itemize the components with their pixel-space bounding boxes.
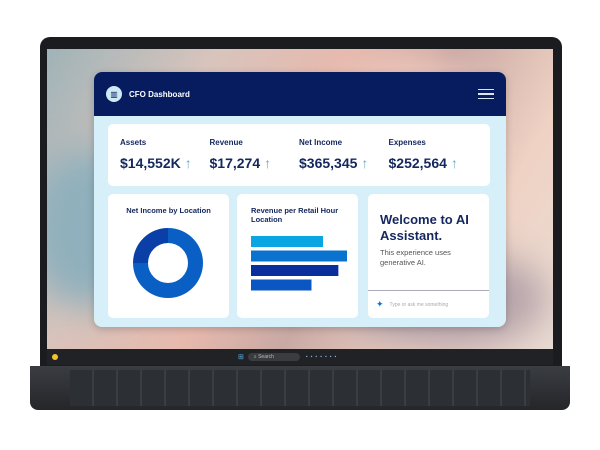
ai-subtitle: This experience uses generative AI. — [380, 248, 451, 267]
taskbar-search[interactable]: ⌕ Search — [247, 353, 300, 361]
ai-placeholder: Type or ask me something — [389, 301, 449, 308]
bar — [251, 279, 312, 291]
dashboard-title: CFO Dashboard — [129, 89, 190, 99]
start-icon[interactable]: ⊞ — [238, 354, 244, 361]
arrow-up-icon: ↑ — [361, 155, 369, 171]
chart-icon: ▥ — [106, 86, 122, 102]
arrow-up-icon: ↑ — [184, 155, 192, 171]
arrow-up-icon: ↑ — [450, 155, 458, 171]
arrow-up-icon: ↑ — [264, 155, 272, 171]
kpi-card: Assets $14,552K ↑ Revenue $17,274 ↑ Net Inco… — [108, 124, 490, 186]
kpi-revenue: Revenue $17,274 ↑ — [209, 138, 272, 171]
kpi-assets: Assets $14,552K ↑ — [120, 138, 192, 171]
kpi-net-income: Net Income $365,345 ↑ — [299, 138, 369, 171]
bar — [251, 250, 347, 262]
taskbar: ⊞ ⌕ Search ▪▪▪▪▪▪▪ — [47, 349, 553, 365]
ai-title: Welcome to AI Assistant. — [380, 212, 469, 243]
keyboard — [70, 370, 530, 406]
net-income-card[interactable]: Net Income by Location — [108, 194, 229, 318]
cfo-dashboard-window: ▥ CFO Dashboard Assets $14,552K ↑ Revenue $… — [94, 72, 506, 327]
bar-chart — [251, 236, 347, 291]
sparkle-icon: ✦ — [376, 299, 384, 309]
bar — [251, 265, 339, 276]
ai-prompt-input[interactable]: ✦ Type or ask me something — [368, 290, 489, 318]
hamburger-icon[interactable] — [478, 88, 494, 100]
kpi-expenses: Expenses $252,564 ↑ — [388, 138, 458, 171]
bar — [251, 236, 323, 247]
revenue-card[interactable]: Revenue per Retail Hour Location — [237, 194, 358, 318]
donut-slice — [133, 228, 203, 298]
ai-assistant-card: Welcome to AI Assistant. This experience… — [368, 194, 489, 318]
weather-icon[interactable] — [52, 354, 58, 360]
donut-chart — [133, 228, 203, 298]
dashboard-header: ▥ CFO Dashboard — [94, 72, 506, 116]
app-icons[interactable]: ▪▪▪▪▪▪▪ — [305, 354, 340, 360]
donut-slice — [133, 228, 168, 263]
